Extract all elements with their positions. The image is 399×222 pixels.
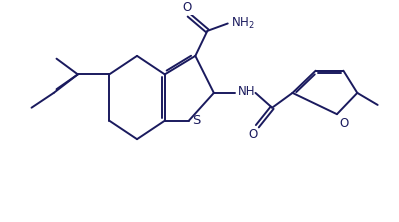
Text: NH$_2$: NH$_2$ (231, 16, 254, 31)
Text: O: O (182, 1, 192, 14)
Text: O: O (340, 117, 349, 130)
Text: O: O (248, 128, 257, 141)
Text: S: S (193, 114, 201, 127)
Text: NH: NH (238, 85, 255, 99)
